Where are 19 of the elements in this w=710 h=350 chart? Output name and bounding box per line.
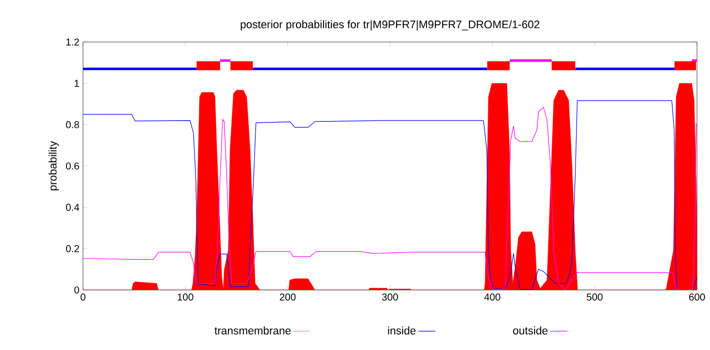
x-tick-label: 400 — [484, 294, 500, 301]
chart-title: posterior probabilities for tr|M9PFR7|M9PFR7_DROME/1-602 — [240, 20, 540, 31]
legend-label: inside — [388, 326, 416, 334]
y-tick-label: 0.6 — [66, 162, 80, 170]
x-tick-label: 300 — [382, 294, 398, 301]
y-tick-label: 0 — [74, 286, 80, 294]
x-tick-label: 200 — [280, 294, 296, 301]
y-tick-label: 1.2 — [66, 38, 79, 46]
x-tick-label: 100 — [178, 294, 194, 301]
y-axis-title: probability — [48, 141, 59, 190]
y-tick-label: 1 — [74, 80, 79, 87]
legend-label: transmembrane — [214, 326, 291, 334]
y-tick-label: 0.8 — [66, 121, 80, 128]
legend-label: outside — [513, 326, 548, 334]
x-tick-label: 0 — [80, 294, 86, 301]
y-tick-label: 0.4 — [66, 204, 80, 211]
y-tick-label: 0.2 — [66, 245, 79, 252]
x-tick-label: 500 — [586, 294, 603, 301]
x-tick-label: 600 — [689, 294, 705, 301]
